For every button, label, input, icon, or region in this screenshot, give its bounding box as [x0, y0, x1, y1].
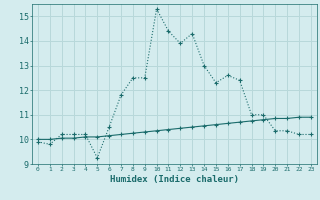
X-axis label: Humidex (Indice chaleur): Humidex (Indice chaleur) — [110, 175, 239, 184]
